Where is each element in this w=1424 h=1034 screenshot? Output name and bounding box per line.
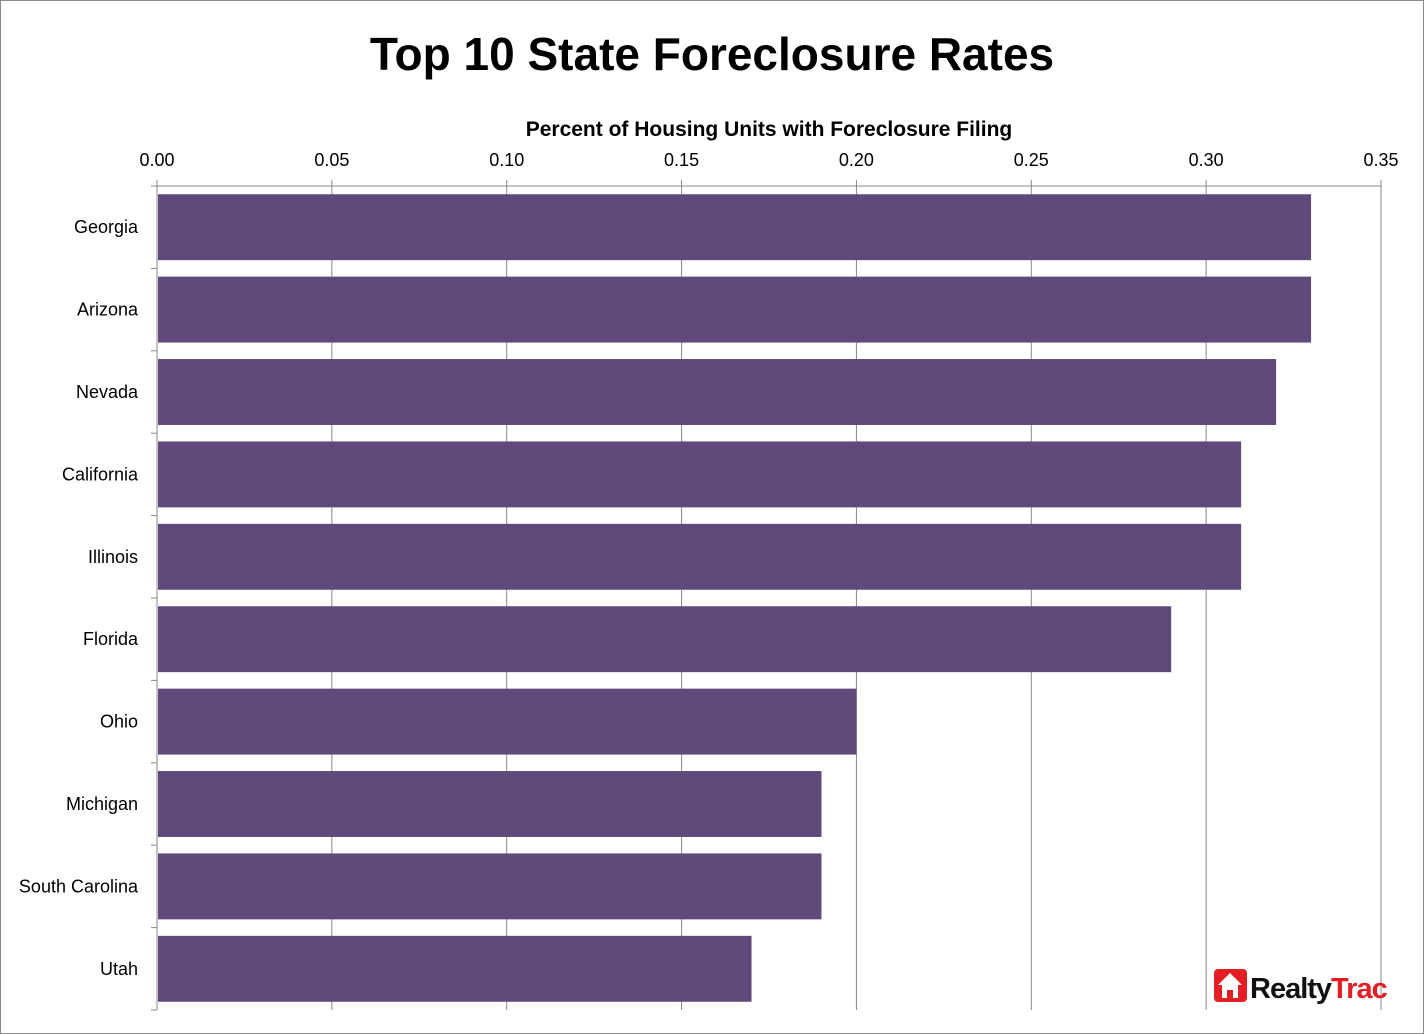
x-tick-label: 0.05 xyxy=(314,150,349,170)
bar-south-carolina xyxy=(158,853,822,920)
x-tick-label: 0.00 xyxy=(139,150,174,170)
svg-text:RealtyTrac: RealtyTrac xyxy=(1250,973,1388,1005)
x-tick-label: 0.20 xyxy=(839,150,874,170)
realtytrac-logo: RealtyTrac xyxy=(1214,969,1389,1005)
logo-text-a: Realty xyxy=(1250,973,1332,1005)
category-label: Ohio xyxy=(100,712,138,732)
bar-florida xyxy=(158,606,1172,673)
category-label: Nevada xyxy=(76,382,139,402)
x-tick-label: 0.15 xyxy=(664,150,699,170)
bar-california xyxy=(158,441,1242,508)
x-tick-label: 0.25 xyxy=(1014,150,1049,170)
bar-utah xyxy=(158,935,752,1002)
bar-nevada xyxy=(158,359,1277,425)
category-label: Georgia xyxy=(74,217,139,237)
category-label: Illinois xyxy=(88,547,138,567)
category-label: Florida xyxy=(83,629,139,649)
bar-illinois xyxy=(158,523,1242,590)
bar-ohio xyxy=(158,688,857,755)
logo-text-b: Trac xyxy=(1331,973,1388,1005)
x-tick-label: 0.35 xyxy=(1363,150,1398,170)
category-label: South Carolina xyxy=(19,876,139,896)
x-tick-label: 0.30 xyxy=(1189,150,1224,170)
x-axis-title: Percent of Housing Units with Foreclosur… xyxy=(526,118,1013,141)
x-tick-label: 0.10 xyxy=(489,150,524,170)
bar-michigan xyxy=(158,771,822,837)
category-label: Utah xyxy=(100,959,138,979)
chart-title: Top 10 State Foreclosure Rates xyxy=(370,28,1054,80)
category-label: Michigan xyxy=(66,794,138,814)
bar-georgia xyxy=(158,194,1312,261)
category-label: Arizona xyxy=(77,300,139,320)
category-label: California xyxy=(62,464,139,484)
bar-arizona xyxy=(158,276,1312,343)
